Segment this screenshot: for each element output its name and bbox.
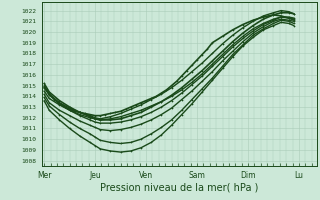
- X-axis label: Pression niveau de la mer( hPa ): Pression niveau de la mer( hPa ): [100, 183, 258, 193]
